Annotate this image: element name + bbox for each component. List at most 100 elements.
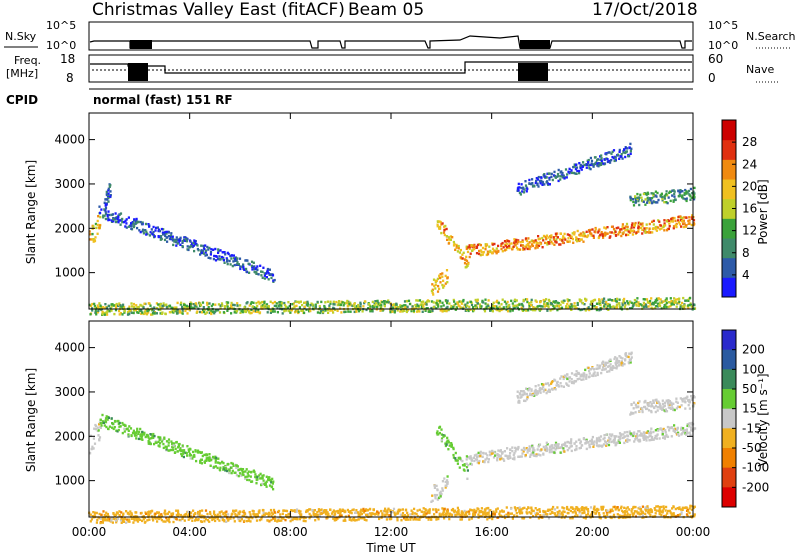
velocity-echo-cell: [195, 459, 198, 463]
power-echo-cell: [598, 228, 601, 231]
power-echo-cell: [117, 214, 120, 217]
power-echo-cell: [184, 239, 187, 242]
velocity-echo-cell: [447, 448, 450, 451]
power-echo-cell: [353, 310, 356, 314]
velocity-echo-cell: [523, 448, 526, 451]
velocity-echo-cell: [592, 445, 595, 448]
velocity-echo-cell: [148, 513, 151, 517]
power-echo-cell: [611, 155, 614, 159]
power-echo-cell: [491, 251, 494, 255]
power-echo-cell: [300, 309, 303, 312]
velocity-echo-cell: [620, 433, 623, 436]
velocity-echo-cell: [233, 509, 236, 513]
power-echo-cell: [693, 307, 696, 310]
velocity-echo-cell: [426, 510, 430, 514]
velocity-echo-cell: [121, 421, 124, 425]
velocity-echo-cell: [428, 508, 431, 511]
velocity-echo-cell: [100, 424, 103, 427]
velocity-echo-cell: [528, 449, 531, 452]
velocity-echo-cell: [237, 474, 240, 478]
velocity-echo-cell: [612, 505, 615, 509]
power-echo-cell: [566, 303, 569, 306]
power-echo-cell: [447, 308, 450, 311]
power-echo-cell: [515, 238, 518, 242]
power-echo-cell: [555, 238, 558, 241]
nsearch-tick-bottom: 10^0: [708, 39, 738, 52]
velocity-echo-cell: [153, 514, 156, 517]
velocity-echo-cell: [214, 465, 217, 468]
power-echo-cell: [105, 190, 108, 194]
power-echo-cell: [359, 305, 362, 308]
velocity-echo-cell: [628, 361, 631, 365]
velocity-echo-cell: [187, 510, 190, 514]
velocity-echo-cell: [684, 429, 687, 432]
power-echo-cell: [538, 237, 541, 240]
power-echo-cell: [402, 308, 405, 311]
velocity-echo-cell: [369, 512, 372, 515]
power-echo-cell: [108, 218, 111, 221]
power-echo-cell: [629, 142, 632, 146]
power-echo-cell: [557, 175, 560, 178]
power-echo-cell: [604, 302, 607, 306]
freq-gaps: [128, 63, 548, 81]
power-echo-cell: [641, 228, 644, 231]
velocity-echo-cell: [496, 457, 499, 460]
velocity-echo-cell: [577, 372, 580, 375]
power-echo-cell: [516, 306, 519, 310]
power-echo-cell: [601, 233, 604, 236]
power-echo-cell: [665, 297, 668, 300]
power-echo-cell: [693, 192, 696, 195]
power-echo-cell: [316, 311, 319, 314]
power-echo-cell: [495, 250, 498, 253]
velocity-echo-cell: [659, 509, 662, 513]
power-echo-cell: [621, 232, 625, 236]
power-echo-cell: [244, 310, 248, 314]
power-echo-cell: [146, 312, 149, 315]
power-echo-cell: [516, 303, 519, 307]
velocity-echo-cell: [534, 507, 537, 510]
power-echo-cell: [620, 234, 623, 238]
power-y-axis-label: Slant Range [km]: [24, 160, 38, 264]
velocity-echo-cell: [166, 519, 169, 522]
velocity-echo-cell: [204, 509, 208, 512]
velocity-echo-cell: [595, 437, 599, 440]
power-echo-cell: [640, 196, 643, 199]
power-echo-cell: [528, 302, 531, 305]
power-echo-cell: [220, 255, 223, 259]
velocity-echo-cell: [294, 510, 297, 513]
velocity-echo-cell: [188, 454, 191, 457]
velocity-echo-cell: [513, 458, 516, 461]
power-echo-cell: [209, 251, 213, 254]
power-echo-cell: [677, 221, 681, 224]
power-echo-cell: [648, 227, 651, 230]
velocity-echo-cell: [548, 384, 551, 387]
power-echo-cell: [566, 298, 569, 301]
power-echo-cell: [681, 194, 684, 197]
power-echo-cell: [465, 255, 468, 259]
power-echo-cell: [599, 158, 602, 161]
power-echo-cell: [616, 297, 619, 301]
power-echo-cell: [573, 302, 576, 305]
velocity-echo-cell: [200, 520, 203, 523]
velocity-echo-cell: [239, 519, 242, 523]
power-echo-cell: [634, 197, 637, 200]
velocity-echo-cell: [165, 516, 168, 520]
power-echo-cell: [622, 149, 625, 153]
velocity-echo-cell: [260, 477, 263, 480]
power-echo-cell: [691, 217, 694, 220]
power-echo-cell: [515, 246, 519, 249]
velocity-echo-cell: [470, 463, 473, 466]
velocity-echo-cell: [435, 432, 439, 435]
velocity-echo-cell: [244, 477, 247, 480]
velocity-echo-cell: [477, 516, 480, 519]
velocity-echo-cell: [225, 467, 228, 471]
power-echo-cell: [357, 310, 361, 313]
power-echo-cell: [652, 303, 655, 306]
velocity-echo-cell: [430, 518, 433, 521]
velocity-echo-cell: [663, 437, 666, 440]
velocity-echo-cell: [582, 372, 585, 375]
velocity-echo-cell: [196, 449, 200, 452]
velocity-echo-cell: [335, 517, 338, 520]
power-echo-cell: [133, 224, 136, 227]
velocity-echo-cell: [629, 432, 632, 435]
